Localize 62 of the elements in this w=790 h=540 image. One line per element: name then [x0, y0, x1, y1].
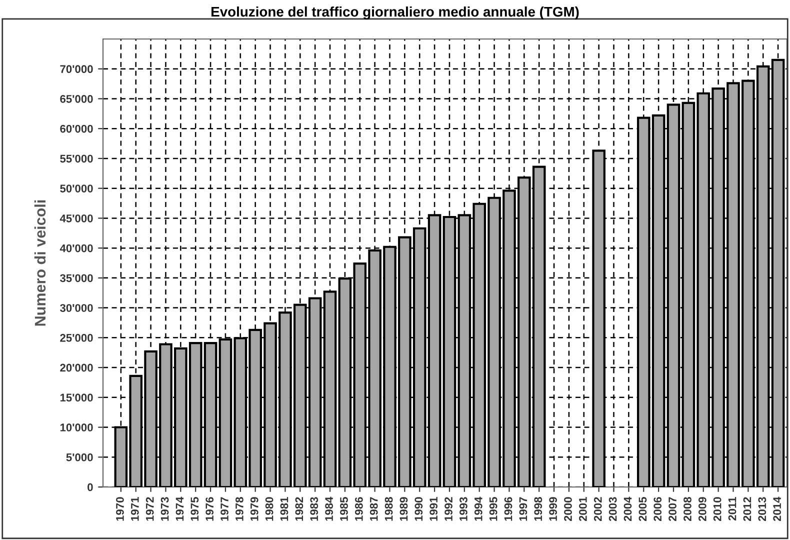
x-tick-label: 2012 [743, 497, 752, 522]
x-tick-label: 1977 [220, 497, 228, 521]
x-tick-label: 1970 [116, 497, 124, 521]
y-tick-label: 10'000 [60, 424, 93, 432]
x-tick-label: 1984 [325, 496, 333, 521]
x-tick-label: 1978 [236, 497, 244, 521]
x-tick-label: 1996 [504, 497, 512, 521]
x-tick-label: 2009 [698, 497, 706, 522]
chart-title: Evoluzione del traffico giornaliero medio annuale (TGM) [212, 6, 579, 20]
x-tick-label: 2014 [773, 496, 782, 522]
y-tick-label: 45'000 [60, 214, 93, 222]
y-tick-label: 30'000 [60, 304, 93, 312]
x-tick-label: 1985 [340, 497, 348, 521]
x-tick-label: 2000 [564, 497, 572, 522]
x-tick-label: 1973 [160, 497, 169, 521]
x-tick-label: 1979 [250, 497, 258, 521]
y-tick-label: 50'000 [60, 184, 93, 192]
x-tick-label: 1974 [176, 496, 184, 521]
y-tick-label: 65'000 [60, 95, 93, 103]
x-tick-label: 1995 [489, 497, 498, 521]
x-tick-label: 1971 [130, 497, 139, 521]
y-tick-label: 25'000 [60, 334, 93, 342]
y-tick-label: 70'000 [60, 65, 93, 73]
x-tick-label: 2013 [758, 497, 766, 522]
x-tick-label: 1983 [310, 497, 318, 521]
x-tick-label: 1976 [206, 497, 214, 521]
x-tick-label: 1989 [400, 497, 408, 521]
x-tick-label: 2001 [579, 497, 587, 522]
x-tick-label: 2006 [654, 497, 662, 522]
x-tick-label: 2002 [594, 497, 602, 522]
x-tick-label: 2010 [713, 497, 722, 522]
y-tick-label: 40'000 [60, 244, 93, 252]
x-tick-label: 1981 [280, 497, 288, 521]
x-tick-label: 2008 [684, 497, 692, 522]
x-tick-label: 1992 [444, 497, 452, 521]
x-tick-label: 1999 [549, 497, 558, 521]
x-tick-label: 2011 [728, 497, 736, 520]
x-tick-label: 1988 [384, 497, 393, 521]
x-tick-label: 1986 [354, 497, 363, 521]
y-tick-label: 55'000 [60, 154, 93, 163]
y-tick-label: 15'000 [60, 394, 93, 402]
y-tick-label: 60'000 [60, 124, 93, 133]
x-tick-label: 2004 [624, 496, 632, 522]
x-tick-label: 1982 [295, 497, 304, 521]
y-tick-label: 0 [88, 483, 93, 492]
y-tick-label: 35'000 [60, 274, 93, 282]
y-tick-label: 20'000 [60, 364, 93, 372]
x-tick-label: 1990 [414, 497, 423, 521]
y-tick-label: 5'000 [66, 453, 93, 462]
x-tick-label: 1972 [146, 497, 154, 521]
x-tick-label: 1998 [534, 497, 542, 521]
x-tick-label: 1991 [430, 497, 438, 521]
x-tick-label: 1980 [265, 497, 274, 521]
x-tick-label: 2007 [668, 497, 676, 522]
x-tick-label: 1997 [519, 497, 528, 521]
x-tick-label: 2003 [608, 497, 617, 522]
x-tick-label: 2005 [638, 497, 647, 522]
x-tick-label: 1994 [474, 496, 482, 521]
y-axis-title: Numero di veicoli [34, 200, 46, 326]
x-tick-label: 1987 [370, 497, 378, 521]
x-tick-label: 1975 [190, 497, 199, 521]
x-tick-label: 1993 [460, 497, 468, 521]
